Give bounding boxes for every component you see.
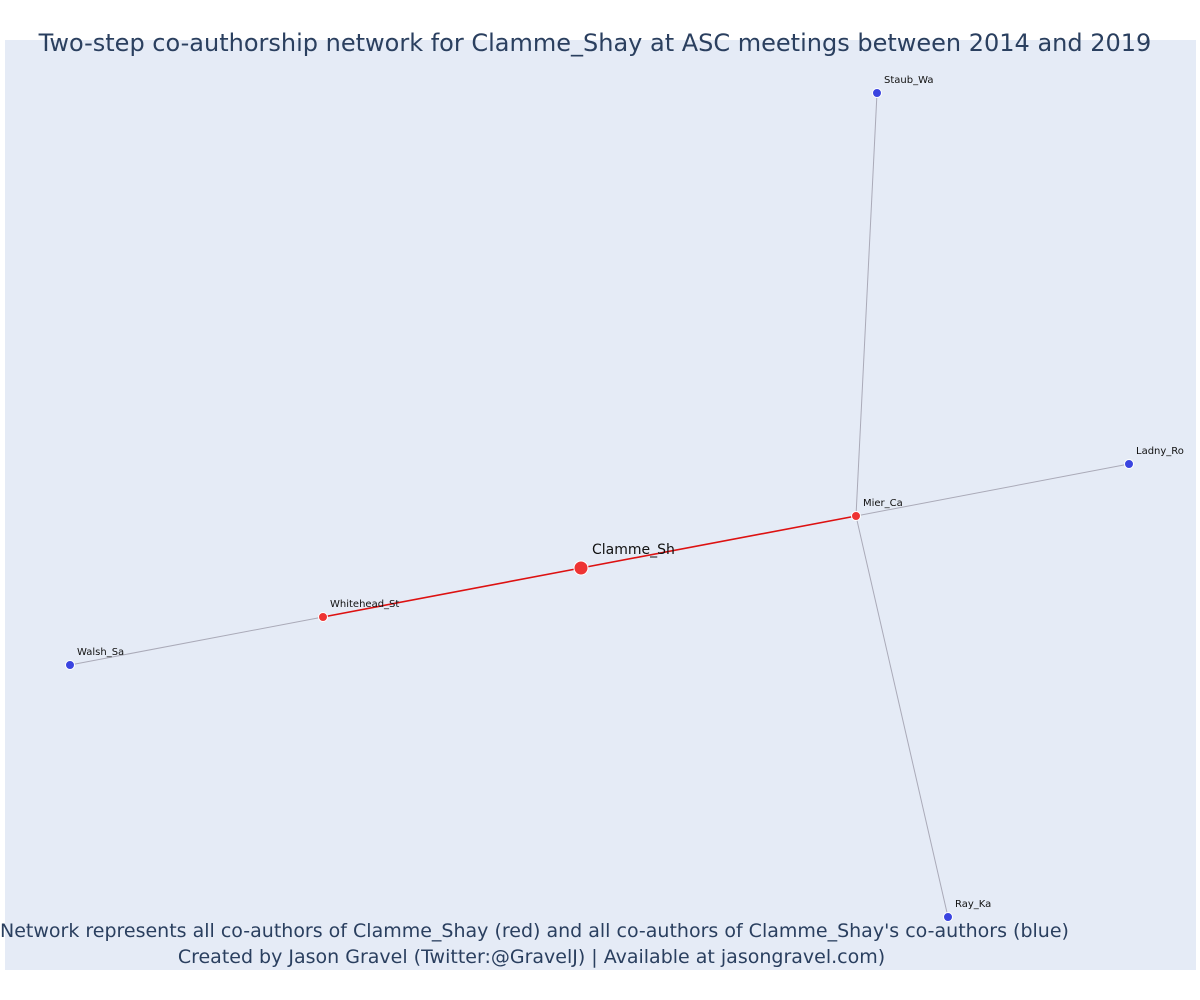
node-label-mier-ca: Mier_Ca xyxy=(863,498,903,509)
node-staub-wa[interactable] xyxy=(872,88,882,98)
node-ladny-ro[interactable] xyxy=(1124,459,1134,469)
node-label-walsh-sa: Walsh_Sa xyxy=(77,647,124,658)
footer-line-2: Created by Jason Gravel (Twitter:@Gravel… xyxy=(177,946,886,968)
footer-line-1: Network represents all co-authors of Cla… xyxy=(0,920,1069,942)
node-label-ray-ka: Ray_Ka xyxy=(955,899,991,910)
plot-area xyxy=(5,40,1196,970)
node-label-ladny-ro: Ladny_Ro xyxy=(1136,446,1184,457)
node-mier-ca[interactable] xyxy=(851,511,861,521)
edges-layer xyxy=(69,92,1130,918)
edge-mier_ca-ray_ka xyxy=(855,515,949,918)
node-label-staub-wa: Staub_Wa xyxy=(884,75,933,86)
node-label-clamme-sh: Clamme_Sh xyxy=(592,542,675,558)
chart-footer: Network represents all co-authors of Cla… xyxy=(0,918,1069,970)
edge-mier_ca-ladny_ro xyxy=(855,463,1130,517)
nodes-layer xyxy=(65,88,1134,922)
node-clamme-sh[interactable] xyxy=(573,560,589,576)
labels-layer: Clamme_Sh Mier_Ca Whitehead_St Staub_Wa Ladn… xyxy=(77,75,1184,910)
node-whitehead-st[interactable] xyxy=(318,612,328,622)
edge-whitehead_st-walsh_sa xyxy=(69,616,324,666)
node-label-whitehead-st: Whitehead_St xyxy=(330,599,399,610)
node-ray-ka[interactable] xyxy=(943,912,953,922)
edge-clamme_sh-mier_ca xyxy=(580,515,857,569)
node-walsh-sa[interactable] xyxy=(65,660,75,670)
edge-mier_ca-staub_wa xyxy=(855,92,878,517)
chart-title: Two-step co-authorship network for Clamm… xyxy=(38,29,1152,57)
edge-clamme_sh-whitehead_st xyxy=(322,567,582,618)
